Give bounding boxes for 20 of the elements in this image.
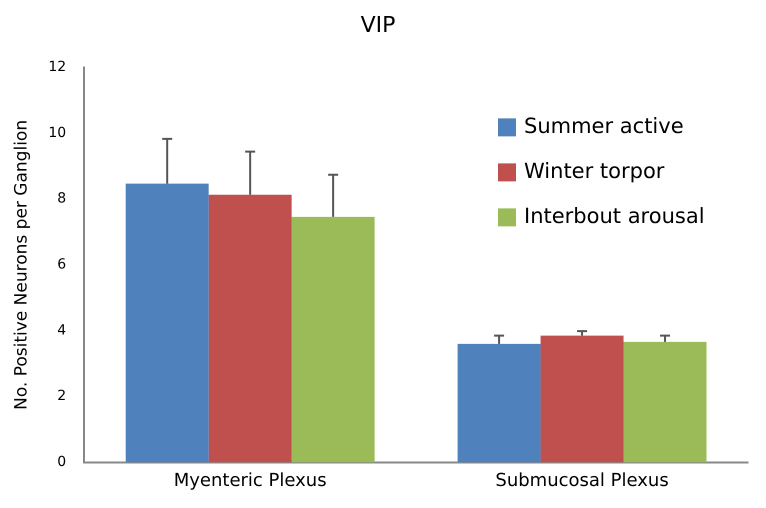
y-tick-label: 6 xyxy=(57,256,66,273)
x-tick-label: Myenteric Plexus xyxy=(174,470,327,491)
y-tick-label: 12 xyxy=(48,59,66,76)
chart-title: VIP xyxy=(360,12,396,38)
bar xyxy=(126,184,209,462)
y-tick-label: 2 xyxy=(57,388,66,404)
legend-label: Summer active xyxy=(524,114,684,138)
y-tick-label: 10 xyxy=(48,124,66,141)
y-axis-title: No. Positive Neurons per Ganglion xyxy=(12,120,32,410)
y-tick-label: 0 xyxy=(57,454,66,470)
bar xyxy=(458,344,541,462)
legend-label: Winter torpor xyxy=(524,158,665,183)
y-tick-label: 4 xyxy=(57,322,66,338)
y-tick-label: 8 xyxy=(57,190,66,207)
bar xyxy=(540,336,624,462)
bar xyxy=(208,194,292,462)
bar xyxy=(624,342,707,462)
legend-label: Interbout arousal xyxy=(524,204,705,228)
bar xyxy=(292,216,375,462)
x-tick-label: Submucosal Plexus xyxy=(495,470,669,491)
